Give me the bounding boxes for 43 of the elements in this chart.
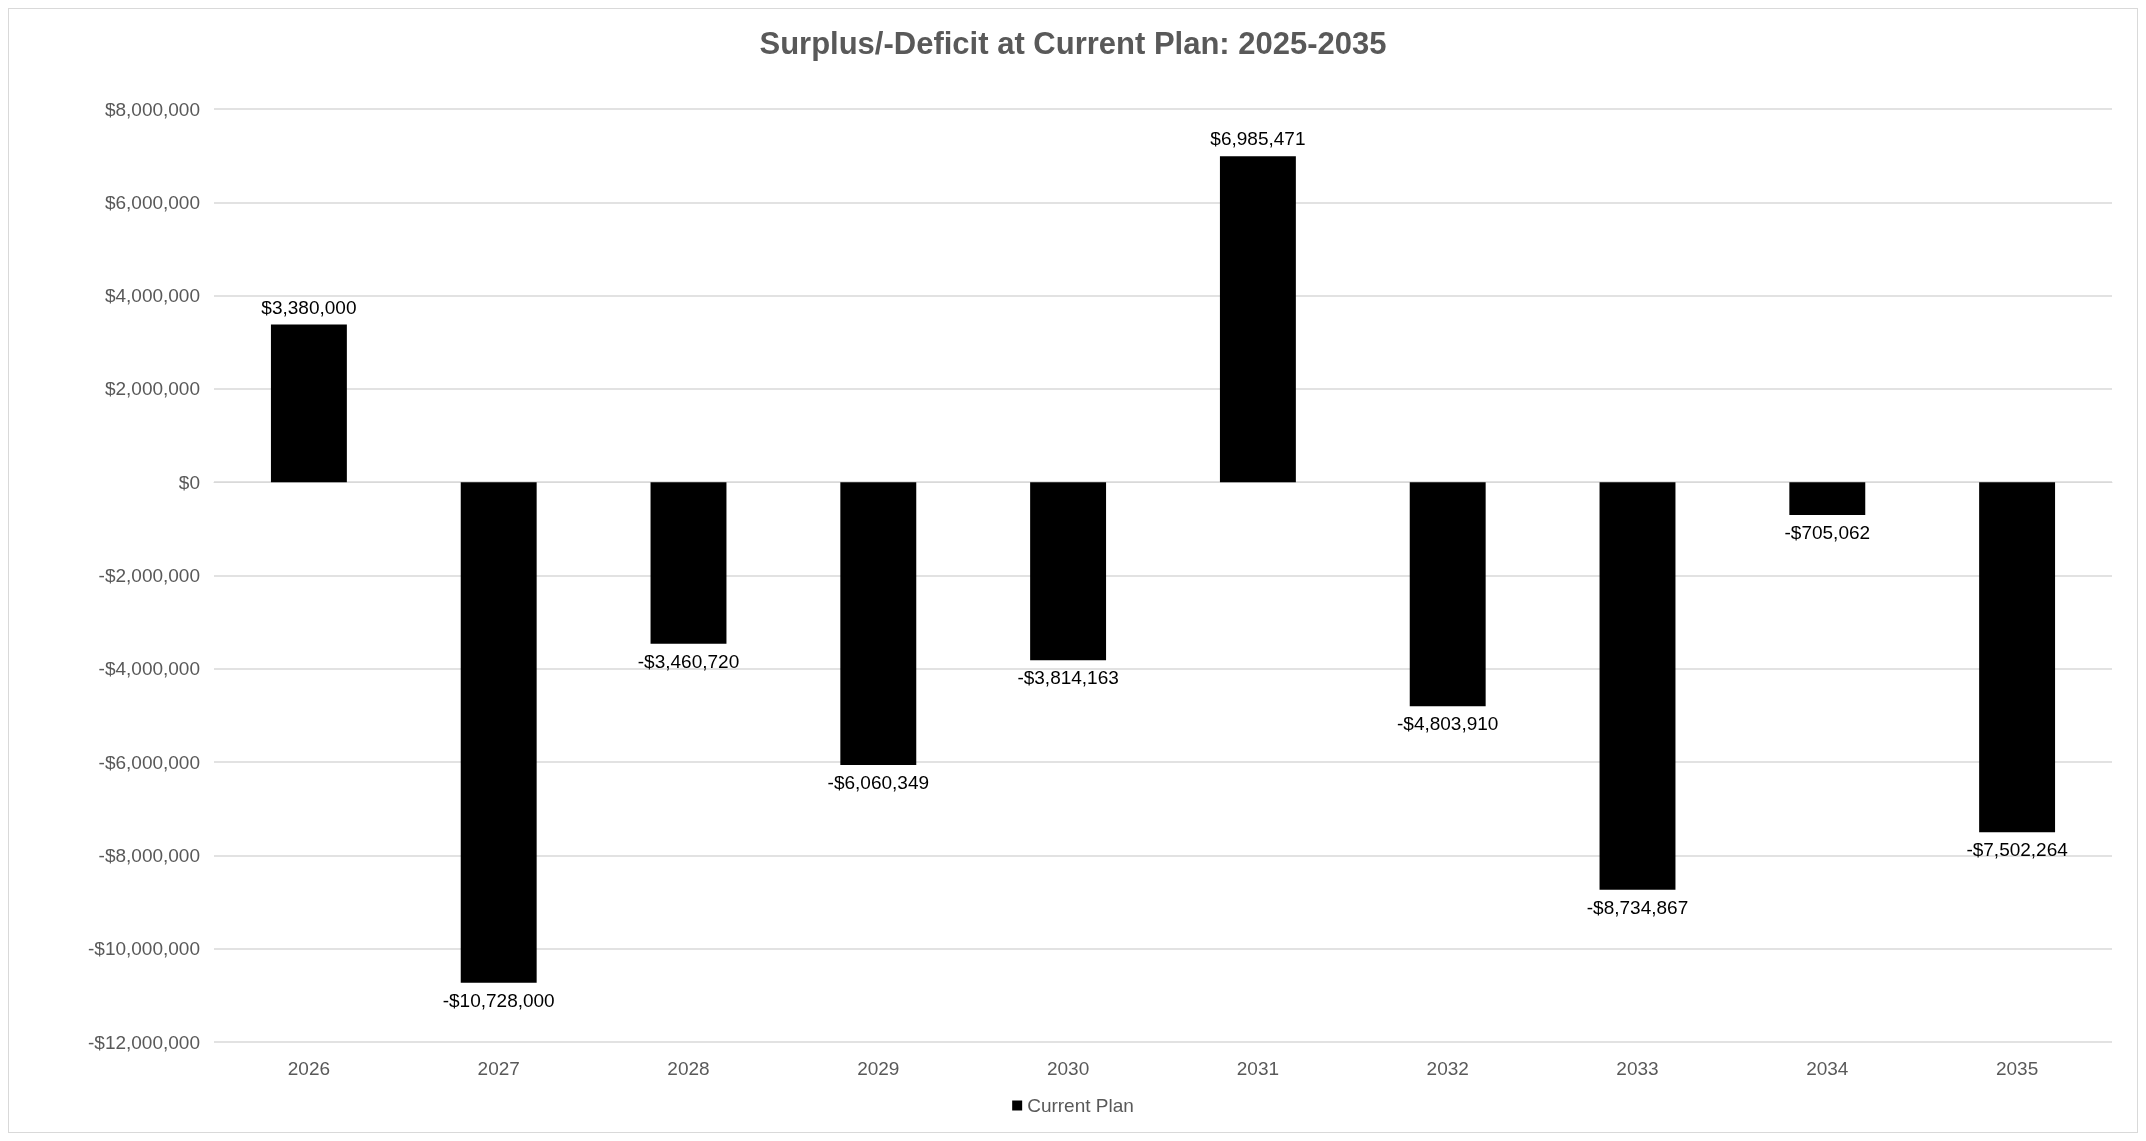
y-tick-label: -$8,000,000 (98, 844, 200, 866)
y-tick-label: -$12,000,000 (88, 1031, 200, 1053)
y-tick-label: $4,000,000 (104, 285, 200, 307)
bar (1409, 482, 1486, 707)
y-tick-label: -$6,000,000 (98, 751, 200, 773)
y-tick-label: $8,000,000 (104, 98, 200, 120)
x-tick-label: 2027 (477, 1058, 520, 1079)
x-tick-label: 2034 (1806, 1058, 1849, 1079)
x-tick-label: 2026 (287, 1058, 331, 1079)
bar (1789, 482, 1866, 516)
data-label: -$6,060,349 (827, 771, 930, 793)
y-tick-label: -$4,000,000 (98, 658, 200, 680)
data-label: -$7,502,264 (1966, 839, 2069, 861)
data-label: -$8,734,867 (1586, 896, 1689, 918)
bar (650, 482, 727, 644)
bar (1599, 482, 1676, 890)
y-tick-label: $2,000,000 (104, 378, 200, 400)
x-tick-label: 2033 (1616, 1058, 1659, 1079)
y-tick-label: $0 (178, 471, 200, 493)
bar (1219, 156, 1296, 483)
bar (840, 482, 917, 765)
bar (270, 324, 347, 483)
x-tick-label: 2030 (1046, 1058, 1090, 1079)
chart-title: Surplus/-Deficit at Current Plan: 2025-2035 (759, 26, 1387, 61)
x-tick-label: 2035 (1995, 1058, 2039, 1079)
bar (460, 482, 537, 983)
data-label: $6,985,471 (1210, 128, 1306, 150)
bar (1030, 482, 1107, 661)
x-tick-label: 2031 (1236, 1058, 1280, 1079)
y-tick-label: -$2,000,000 (98, 565, 200, 586)
legend-label: Current Plan (1027, 1095, 1134, 1116)
bar (1979, 482, 2056, 833)
x-tick-label: 2029 (857, 1058, 900, 1079)
data-label: -$3,460,720 (637, 650, 740, 672)
y-tick-label: $6,000,000 (104, 191, 200, 213)
data-label: -$3,814,163 (1017, 667, 1119, 689)
data-label: -$705,062 (1784, 522, 1871, 544)
x-tick-label: 2032 (1426, 1058, 1469, 1079)
data-label: -$10,728,000 (442, 989, 555, 1011)
data-label: -$4,803,910 (1396, 713, 1499, 735)
y-tick-label: -$10,000,000 (88, 938, 200, 960)
data-label: $3,380,000 (261, 296, 357, 318)
x-tick-label: 2028 (667, 1058, 710, 1079)
